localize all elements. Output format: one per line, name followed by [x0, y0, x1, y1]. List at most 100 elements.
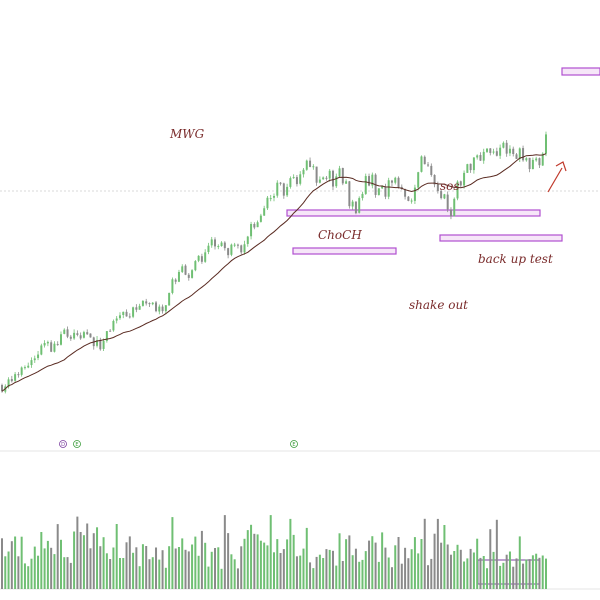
candle-up	[30, 360, 33, 366]
candle-down	[489, 148, 492, 153]
candle-down	[528, 157, 531, 170]
candle-up	[138, 305, 141, 310]
candle-down	[76, 333, 79, 335]
volume-bar	[499, 565, 502, 589]
volume-bar	[86, 523, 89, 589]
volume-bar	[463, 561, 466, 589]
candle-up	[420, 156, 423, 172]
candle-up	[535, 158, 538, 161]
candle-up	[220, 242, 223, 247]
candle-up	[476, 155, 479, 158]
volume-bar	[377, 561, 380, 589]
volume-bar	[220, 568, 223, 589]
volume-bar	[118, 558, 121, 589]
candle-up	[381, 186, 384, 189]
volume-bar	[417, 553, 420, 589]
volume-bar	[141, 544, 144, 589]
candle-down	[187, 274, 190, 278]
candle-down	[214, 239, 217, 247]
volume-bar	[469, 548, 472, 589]
volume-bar	[371, 536, 374, 589]
volume-bar	[505, 554, 508, 589]
candle-up	[230, 244, 233, 255]
volume-bar	[397, 537, 400, 589]
candle-down	[522, 148, 525, 161]
volume-bar	[69, 562, 72, 589]
candle-up	[525, 158, 528, 161]
candle-up	[177, 271, 180, 282]
volume-bar	[525, 559, 528, 589]
volume-bar	[266, 545, 269, 589]
volume-bar	[4, 556, 7, 589]
volume-bar	[89, 548, 92, 589]
candle-down	[479, 155, 482, 161]
candle-down	[227, 248, 230, 256]
volume-bar	[105, 553, 108, 589]
volume-bar	[194, 536, 197, 589]
volume-bar	[476, 538, 479, 589]
candle-up	[361, 193, 364, 199]
volume-bar	[528, 559, 531, 589]
volume-bar	[292, 534, 295, 589]
candle-up	[112, 320, 115, 331]
candle-up	[73, 332, 76, 339]
candle-up	[276, 182, 279, 196]
candle-up	[364, 176, 367, 194]
volume-bar	[200, 530, 203, 589]
candle-down	[200, 256, 203, 262]
candle-up	[33, 358, 36, 361]
candle-up	[207, 245, 210, 252]
volume-bar	[158, 559, 161, 589]
event-marker-green: E	[73, 440, 81, 448]
volume-bar	[7, 551, 10, 589]
volume-bar	[446, 544, 449, 589]
candle-down	[315, 166, 318, 183]
volume-bar	[328, 549, 331, 589]
volume-bar	[348, 535, 351, 589]
candle-down	[145, 301, 148, 304]
candle-down	[469, 163, 472, 171]
candle-down	[66, 329, 69, 337]
candle-up	[541, 153, 544, 166]
volume-bar	[263, 542, 266, 589]
volume-bar	[92, 533, 95, 589]
candle-up	[59, 334, 62, 345]
candle-up	[305, 160, 308, 170]
candle-up	[20, 367, 23, 375]
volume-bar	[407, 558, 410, 589]
volume-bar	[420, 539, 423, 589]
candle-down	[236, 244, 239, 246]
volume-bar	[466, 558, 469, 589]
volume-bar	[230, 554, 233, 589]
volume-bar	[20, 536, 23, 589]
candle-up	[299, 174, 302, 184]
candle-down	[148, 303, 151, 305]
volume-bar	[109, 559, 112, 589]
candle-down	[325, 177, 328, 179]
volume-bar	[79, 532, 82, 589]
candle-up	[96, 340, 99, 346]
candle-up	[40, 345, 43, 355]
candle-down	[440, 191, 443, 199]
candle-up	[168, 292, 171, 306]
volume-bar	[364, 551, 367, 589]
volume-bar	[112, 547, 115, 589]
event-marker-green: E	[290, 440, 298, 448]
volume-bar	[518, 536, 521, 589]
candle-down	[69, 336, 72, 339]
volume-bar	[545, 558, 547, 589]
volume-bar	[27, 566, 30, 589]
candle-down	[446, 194, 449, 210]
volume-bar	[331, 550, 334, 589]
volume-bar	[404, 547, 407, 589]
volume-bar	[102, 537, 105, 589]
volume-bar	[96, 527, 99, 589]
candle-up	[151, 302, 154, 305]
volume-bar	[63, 557, 66, 589]
back-up-test-label: back up test	[478, 252, 553, 266]
candle-down	[17, 374, 20, 376]
volume-bar	[223, 515, 226, 589]
volume-bar	[256, 534, 259, 589]
candle-down	[155, 302, 158, 312]
resistance-zone	[286, 209, 541, 217]
